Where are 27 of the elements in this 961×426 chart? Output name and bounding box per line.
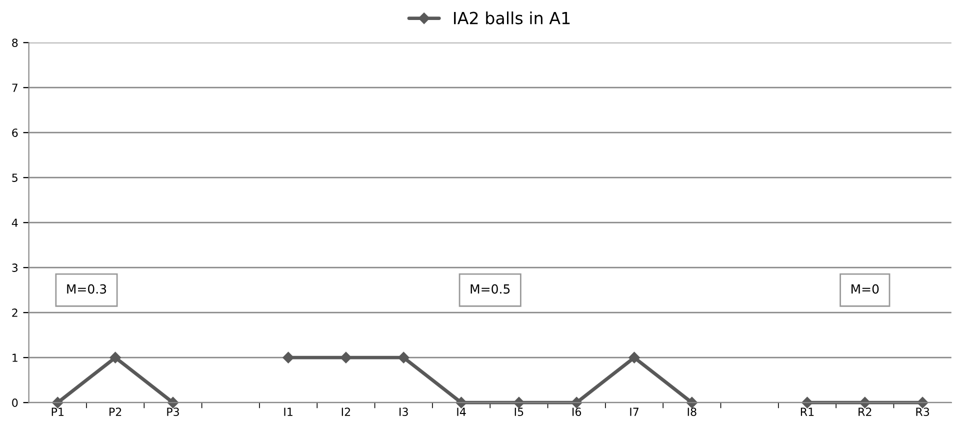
x-tick-label: I5: [514, 408, 524, 416]
y-tick-label: 8: [12, 38, 18, 47]
annotation: M=0: [852, 284, 879, 294]
x-tick-label: I8: [688, 408, 696, 416]
x-tick-label: R2: [858, 408, 872, 416]
y-tick-label: 3: [12, 264, 18, 272]
x-tick-label: R1: [800, 408, 814, 416]
x-tick-label: P1: [52, 408, 64, 416]
legend-label: IA2 balls in A1: [454, 11, 570, 24]
x-tick-label: I2: [342, 408, 350, 416]
y-tick-label: 7: [12, 84, 18, 92]
x-tick-label: I4: [457, 408, 466, 416]
y-tick-label: 6: [12, 128, 18, 137]
x-tick-label: I6: [572, 408, 582, 416]
annotation: M=0.3: [67, 284, 106, 294]
y-tick-label: 4: [12, 218, 18, 227]
x-tick-label: R3: [916, 408, 930, 416]
x-tick-label: I1: [284, 408, 292, 416]
annotation: M=0.5: [470, 284, 510, 294]
x-tick-label: P2: [110, 408, 122, 416]
y-tick-label: 5: [12, 174, 18, 182]
y-tick-label: 1: [12, 354, 18, 362]
x-tick-label: I7: [630, 408, 638, 416]
y-tick-label: 0: [12, 398, 18, 407]
x-tick-label: P3: [167, 408, 179, 416]
x-tick-label: I3: [400, 408, 408, 416]
y-tick-label: 2: [12, 308, 18, 317]
